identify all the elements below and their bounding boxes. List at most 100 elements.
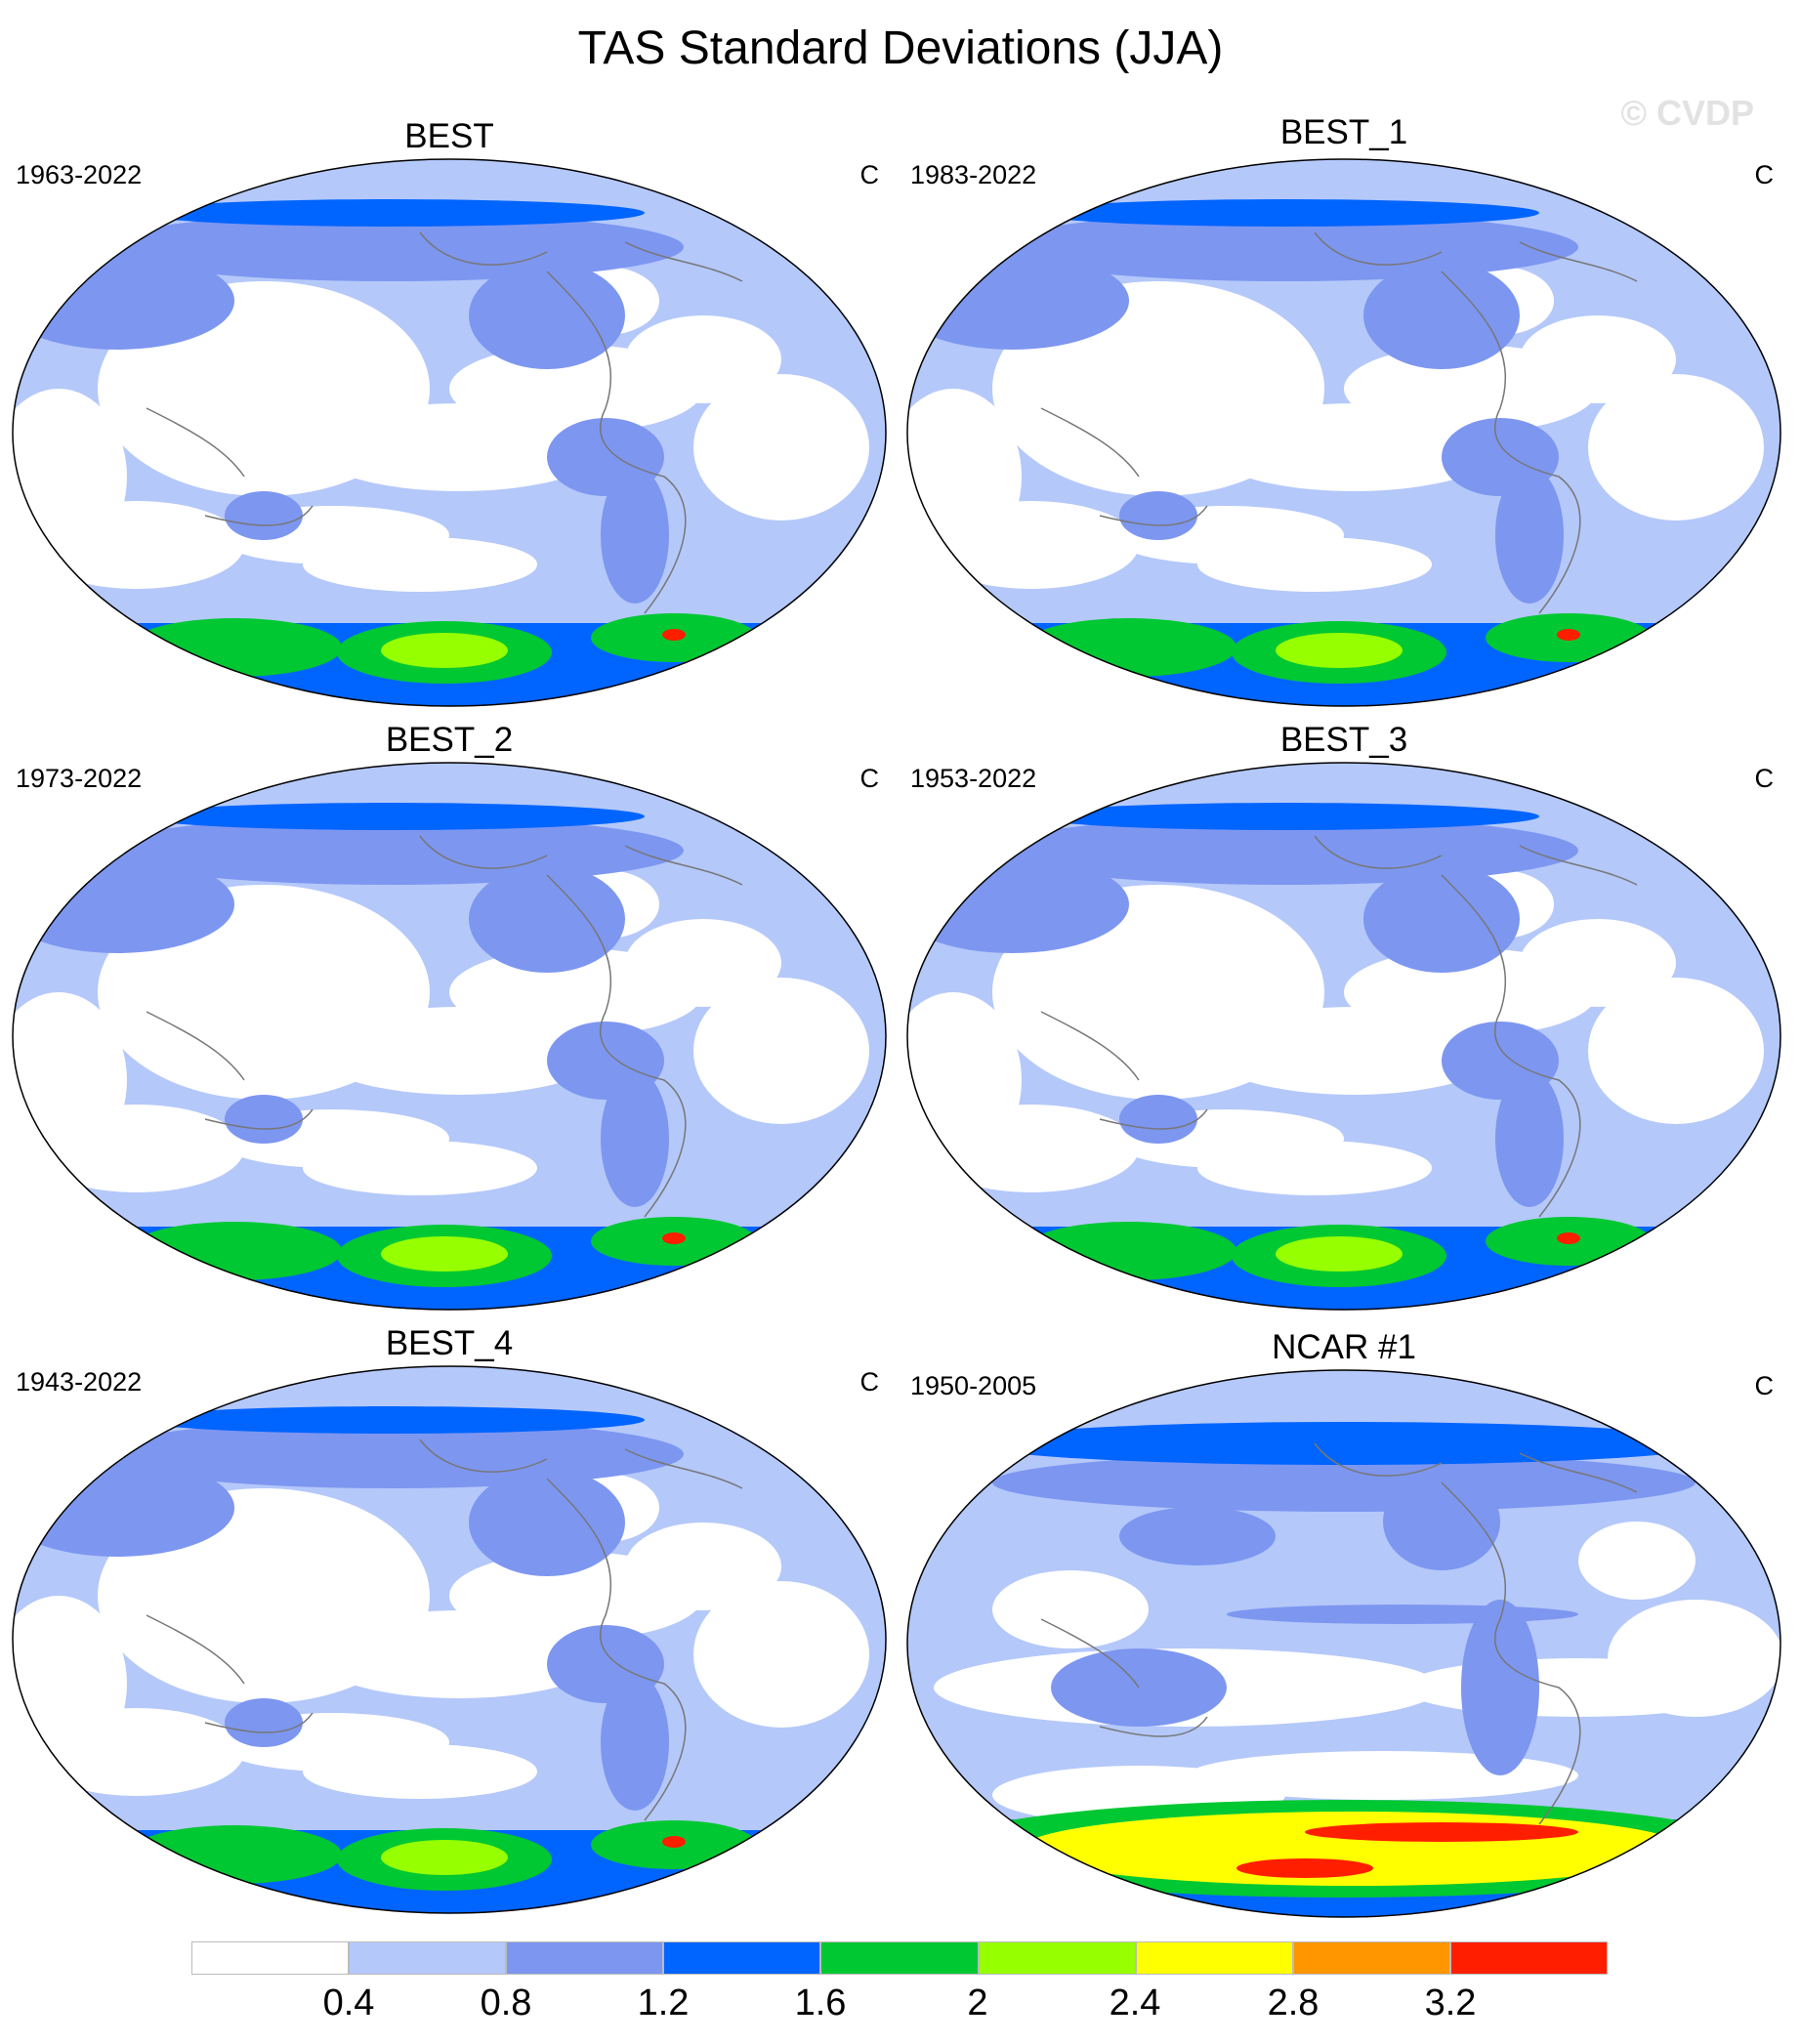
panel-title: NCAR #1 (1272, 1328, 1416, 1366)
map-projection (12, 158, 887, 707)
mid-variability-region (469, 262, 625, 369)
arctic-variability-band (973, 1422, 1715, 1465)
antarctic-peak-region (662, 629, 686, 641)
map-border (12, 1365, 887, 1914)
map-border (906, 158, 1781, 707)
map-fill (907, 159, 1780, 706)
colorbar-box (349, 1941, 507, 1975)
mid-variability-region (469, 865, 625, 973)
map-border (12, 762, 887, 1311)
panel-unit: C (1754, 764, 1775, 793)
map-fill (907, 763, 1780, 1310)
map-panel-best-2: BEST_2 1973-2022 C (0, 721, 899, 1326)
colorbar-label: 2 (967, 1982, 988, 2023)
map-fill (13, 763, 886, 1310)
antarctic-high-region (127, 618, 342, 677)
coastline (1441, 1481, 1581, 1825)
colorbar-box (978, 1941, 1136, 1975)
map-fill (13, 159, 886, 706)
coastline (546, 271, 687, 614)
low-variability-region (992, 1570, 1149, 1648)
map-projection (12, 762, 887, 1311)
colorbar-label: 2.8 (1267, 1982, 1319, 2023)
mid-variability-region (992, 1453, 1696, 1512)
panel-unit: C (859, 1367, 880, 1397)
colorbar-label: 1.6 (794, 1982, 847, 2023)
low-variability-region (1588, 978, 1764, 1124)
panel-unit: C (1754, 1371, 1775, 1400)
panel-years: 1950-2005 (910, 1371, 1037, 1400)
mid-variability-region (601, 1674, 669, 1811)
antarctic-peak-region (1236, 1858, 1373, 1878)
coastline (419, 231, 743, 282)
arctic-variability-band (137, 199, 645, 227)
coastline (419, 835, 743, 886)
coastline (546, 874, 687, 1218)
low-variability-region (625, 1523, 781, 1610)
low-variability-region (693, 1581, 869, 1728)
mid-variability-region (907, 855, 1129, 953)
colorbar-label: 1.2 (637, 1982, 690, 2023)
coastline (1040, 407, 1208, 526)
colorbar (191, 1941, 1608, 1975)
watermark: © CVDP (1620, 93, 1754, 133)
panel-unit: C (859, 764, 880, 793)
mid-variability-region (601, 1070, 669, 1207)
map-panel-ncar-1: NCAR #1 1950-2005 C (895, 1328, 1793, 1934)
panel-unit: C (859, 160, 880, 189)
map-panel-best-3: BEST_3 1953-2022 C (895, 721, 1793, 1326)
coastline (1441, 874, 1581, 1218)
antarctic-peak-region (1305, 1822, 1578, 1842)
low-variability-region (1520, 919, 1676, 1007)
arctic-variability-band (1031, 803, 1539, 830)
coastline (546, 1478, 687, 1821)
map-projection (906, 762, 1781, 1311)
map-projection (906, 158, 1781, 707)
panel-title: BEST_2 (385, 721, 514, 759)
antarctic-peak-region (1557, 1232, 1580, 1244)
mid-variability-region (1461, 1600, 1539, 1775)
colorbar-box (1292, 1941, 1450, 1975)
panel-title: BEST_1 (1279, 113, 1408, 151)
colorbar-box (820, 1941, 979, 1975)
mid-variability-region (1119, 491, 1197, 540)
arctic-variability-band (1031, 199, 1539, 227)
antarctic-higher-region (381, 1840, 508, 1875)
mid-variability-region (13, 252, 234, 350)
low-variability-region (1608, 1600, 1780, 1717)
mid-variability-region (1363, 262, 1520, 369)
mid-variability-region (1495, 1070, 1564, 1207)
coastline (146, 407, 314, 526)
antarctic-peak-region (662, 1836, 686, 1848)
colorbar-label: 0.4 (322, 1982, 375, 2023)
mid-variability-region (1119, 1507, 1276, 1565)
map-panel-best-4: BEST_4 1943-2022 C (0, 1324, 899, 1930)
panel-years: 1983-2022 (910, 160, 1037, 189)
antarctic-peak-region (662, 1232, 686, 1244)
mid-variability-region (225, 1698, 303, 1747)
antarctic-high-region (127, 1222, 342, 1280)
low-variability-region (693, 374, 869, 521)
coastline (146, 1011, 314, 1130)
arctic-variability-band (137, 1406, 645, 1434)
mid-variability-region (601, 467, 669, 604)
panel-unit: C (1754, 160, 1775, 189)
colorbar-label: 2.4 (1109, 1982, 1161, 2023)
coastline (1314, 1442, 1638, 1493)
panel-years: 1963-2022 (16, 160, 143, 189)
arctic-variability-band (137, 803, 645, 830)
mid-variability-region (225, 1095, 303, 1144)
coastline (419, 1439, 743, 1489)
map-fill (13, 1366, 886, 1913)
colorbar-box (663, 1941, 821, 1975)
colorbar-box (1449, 1941, 1608, 1975)
low-variability-region (625, 315, 781, 403)
coastline (1040, 1011, 1208, 1130)
mid-variability-region (907, 252, 1129, 350)
map-projection (906, 1369, 1781, 1918)
panel-years: 1943-2022 (16, 1367, 143, 1397)
panel-years: 1953-2022 (910, 764, 1037, 793)
antarctic-higher-region (381, 633, 508, 668)
antarctic-higher-region (1276, 633, 1403, 668)
mid-variability-region (13, 855, 234, 953)
